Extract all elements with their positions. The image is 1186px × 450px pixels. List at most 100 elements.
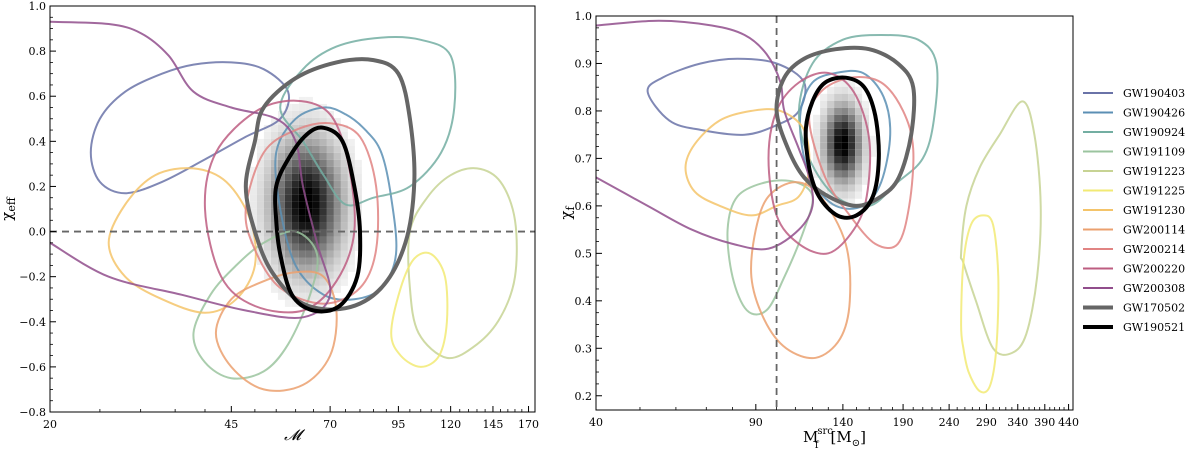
density-cell: [869, 135, 877, 143]
density-cell: [848, 142, 856, 150]
density-cell: [827, 86, 835, 94]
density-cell: [284, 271, 292, 279]
density-cell: [319, 180, 327, 188]
density-cell: [855, 135, 863, 143]
density-cell: [312, 243, 320, 251]
density-cell: [256, 173, 264, 181]
density-cell: [312, 229, 320, 237]
density-cell: [305, 117, 313, 125]
density-cell: [263, 187, 271, 195]
density-cell: [298, 103, 306, 111]
density-cell: [256, 222, 264, 230]
contour-gw191223: [959, 100, 1042, 356]
density-cell: [347, 194, 355, 202]
density-cell: [263, 222, 271, 230]
density-cell: [291, 243, 299, 251]
density-cell: [813, 156, 821, 164]
density-cell: [277, 124, 285, 132]
density-cell: [312, 201, 320, 209]
y-tick-label: 0.6: [29, 90, 47, 103]
density-cell: [340, 250, 348, 258]
density-cell: [284, 159, 292, 167]
density-cell: [284, 180, 292, 188]
contours-left: [50, 20, 518, 392]
density-cell: [298, 187, 306, 195]
density-cell: [263, 264, 271, 272]
density-cell: [284, 117, 292, 125]
density-cell: [277, 236, 285, 244]
density-cell: [256, 229, 264, 237]
density-cell: [277, 152, 285, 160]
density-cell: [284, 264, 292, 272]
density-cell: [249, 187, 257, 195]
density-cell: [305, 138, 313, 146]
density-cell: [340, 131, 348, 139]
density-cell: [305, 194, 313, 202]
density-cell: [827, 156, 835, 164]
y-tick-label: 1.0: [575, 10, 593, 23]
density-cell: [312, 208, 320, 216]
contour-gw190426: [274, 106, 398, 301]
density-cell: [291, 166, 299, 174]
density-cell: [291, 222, 299, 230]
density-cell: [333, 166, 341, 174]
y-tick-label: 0.2: [575, 390, 593, 403]
density-cell: [249, 236, 257, 244]
density-cell: [298, 264, 306, 272]
density-cell: [333, 222, 341, 230]
density-cell: [347, 229, 355, 237]
density-cell: [277, 194, 285, 202]
density-cell: [284, 201, 292, 209]
density-cell: [347, 257, 355, 265]
density-cell: [319, 152, 327, 160]
density-cell: [841, 121, 849, 129]
legend-label-gw191230: GW191230: [1123, 204, 1185, 217]
density-cell: [841, 149, 849, 157]
density-cell: [326, 243, 334, 251]
density-cell: [319, 222, 327, 230]
density-cell: [841, 170, 849, 178]
density-cell: [298, 166, 306, 174]
density-cell: [862, 142, 870, 150]
density-cell: [326, 271, 334, 279]
density-cell: [841, 100, 849, 108]
density-cell: [305, 201, 313, 209]
density-cell: [298, 117, 306, 125]
density-cell: [326, 208, 334, 216]
density-cell: [270, 250, 278, 258]
y-tick-label: 0.8: [575, 105, 593, 118]
density-cell: [862, 156, 870, 164]
x-tick-label: 145: [482, 418, 503, 431]
density-cell: [848, 107, 856, 115]
density-cell: [284, 229, 292, 237]
density-cell: [820, 177, 828, 185]
y-tick-label: −0.6: [19, 361, 46, 374]
density-cell: [305, 152, 313, 160]
density-cell: [834, 135, 842, 143]
density-cell: [841, 135, 849, 143]
density-cell: [319, 131, 327, 139]
x-axis-left: 20 45 70 95 120 145 170: [43, 406, 539, 431]
y-tick-label: −0.8: [19, 406, 46, 419]
density-cell: [270, 117, 278, 125]
density-cell: [277, 159, 285, 167]
density-cell: [270, 236, 278, 244]
density-cell: [855, 149, 863, 157]
density-cell: [834, 170, 842, 178]
density-cell: [298, 152, 306, 160]
density-cell: [333, 117, 341, 125]
density-cell: [848, 163, 856, 171]
density-cell: [263, 243, 271, 251]
density-cell: [841, 156, 849, 164]
density-cell: [869, 149, 877, 157]
density-cell: [284, 222, 292, 230]
density-cell: [305, 271, 313, 279]
density-cell: [256, 187, 264, 195]
contours-right: [596, 19, 1042, 394]
density-cell: [291, 271, 299, 279]
density-cell: [298, 285, 306, 293]
legend-label-gw191109: GW191109: [1123, 146, 1185, 159]
density-cell: [319, 236, 327, 244]
y-tick-label: 0.8: [29, 45, 47, 58]
